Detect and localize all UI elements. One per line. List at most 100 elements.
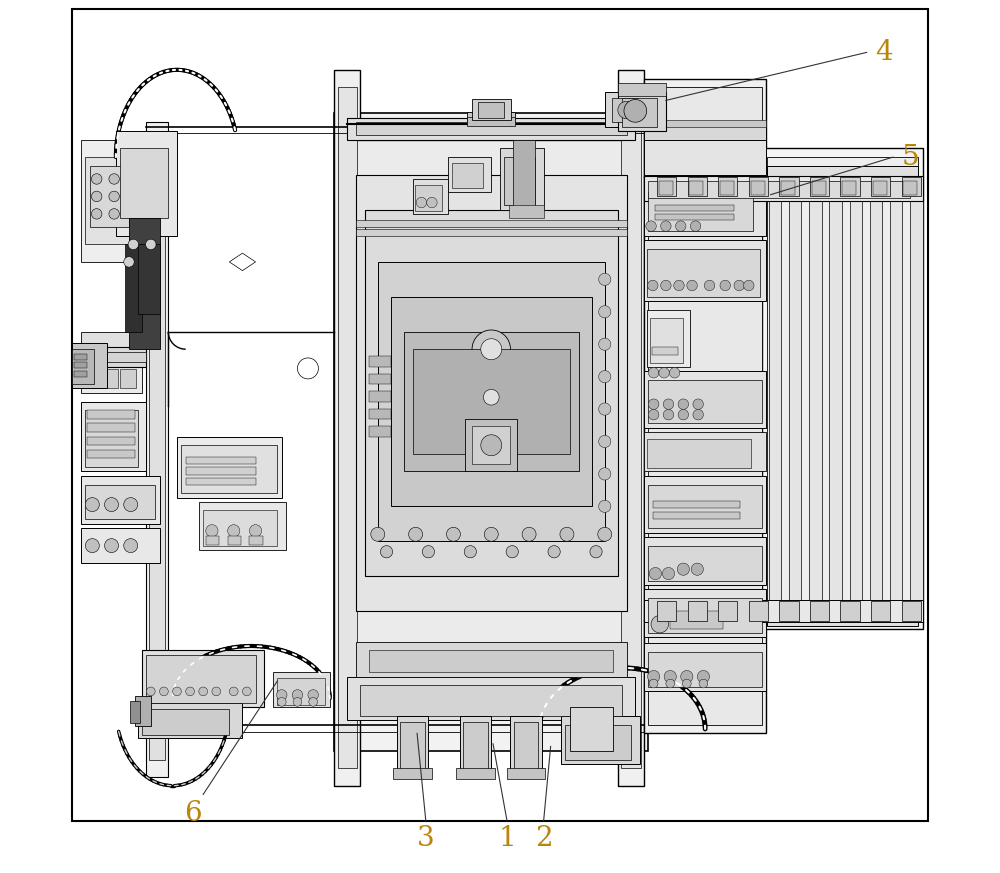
- Bar: [87, 423, 135, 432]
- Bar: [644, 476, 766, 533]
- Bar: [644, 79, 766, 733]
- Bar: [472, 426, 510, 464]
- Bar: [249, 536, 263, 545]
- Circle shape: [199, 687, 208, 696]
- Circle shape: [661, 221, 671, 231]
- Circle shape: [599, 306, 611, 318]
- Bar: [404, 332, 579, 471]
- Circle shape: [506, 546, 518, 558]
- Circle shape: [464, 546, 476, 558]
- Bar: [644, 120, 766, 127]
- Bar: [393, 768, 432, 779]
- Bar: [644, 537, 766, 585]
- Circle shape: [109, 174, 119, 184]
- Bar: [644, 176, 923, 201]
- Bar: [120, 369, 136, 388]
- Circle shape: [599, 370, 611, 382]
- Bar: [186, 478, 256, 485]
- Bar: [181, 445, 277, 493]
- Circle shape: [744, 280, 754, 291]
- Circle shape: [297, 358, 318, 379]
- Circle shape: [677, 563, 689, 575]
- Bar: [85, 157, 138, 244]
- Bar: [472, 99, 511, 120]
- Circle shape: [124, 539, 138, 553]
- Circle shape: [293, 698, 302, 706]
- Circle shape: [674, 280, 684, 291]
- Circle shape: [146, 239, 156, 250]
- Circle shape: [146, 687, 155, 696]
- Circle shape: [484, 527, 498, 541]
- Bar: [902, 177, 921, 196]
- Bar: [85, 410, 138, 467]
- Bar: [369, 426, 391, 436]
- Bar: [116, 131, 177, 236]
- Circle shape: [548, 546, 560, 558]
- Bar: [81, 140, 151, 262]
- Bar: [648, 546, 762, 581]
- Circle shape: [693, 409, 703, 420]
- Bar: [369, 374, 391, 384]
- Bar: [762, 148, 923, 629]
- Bar: [378, 262, 605, 541]
- Bar: [670, 611, 723, 629]
- Circle shape: [697, 670, 710, 683]
- Bar: [789, 188, 801, 615]
- Circle shape: [599, 500, 611, 512]
- Circle shape: [678, 409, 689, 420]
- Bar: [510, 716, 542, 773]
- Text: 4: 4: [875, 39, 893, 65]
- Circle shape: [249, 525, 262, 537]
- Bar: [356, 175, 627, 611]
- Bar: [840, 177, 860, 196]
- Bar: [467, 112, 515, 122]
- Bar: [81, 362, 142, 393]
- Circle shape: [663, 409, 674, 420]
- Circle shape: [690, 221, 701, 231]
- Bar: [87, 436, 135, 445]
- Bar: [618, 70, 644, 786]
- Bar: [622, 98, 657, 127]
- Bar: [74, 362, 87, 368]
- Bar: [228, 536, 241, 545]
- Bar: [655, 214, 734, 220]
- Bar: [648, 87, 762, 725]
- Bar: [621, 87, 641, 768]
- Bar: [81, 402, 146, 471]
- Circle shape: [309, 698, 318, 706]
- Bar: [509, 205, 544, 218]
- Bar: [644, 183, 766, 236]
- Bar: [206, 536, 219, 545]
- Circle shape: [308, 690, 318, 700]
- Circle shape: [662, 567, 675, 580]
- Circle shape: [669, 368, 680, 378]
- Bar: [653, 501, 740, 508]
- Bar: [749, 601, 768, 621]
- Circle shape: [186, 687, 194, 696]
- Bar: [688, 601, 707, 621]
- Bar: [474, 100, 509, 115]
- Circle shape: [91, 209, 102, 219]
- Bar: [910, 188, 923, 615]
- Bar: [87, 450, 135, 458]
- Bar: [720, 181, 734, 195]
- Circle shape: [472, 330, 510, 368]
- Bar: [767, 610, 918, 626]
- Bar: [103, 369, 118, 388]
- Circle shape: [380, 546, 393, 558]
- Circle shape: [664, 670, 676, 683]
- Circle shape: [416, 197, 427, 208]
- Circle shape: [659, 368, 669, 378]
- Circle shape: [691, 563, 703, 575]
- Bar: [334, 113, 648, 751]
- Bar: [74, 354, 87, 360]
- Circle shape: [173, 687, 181, 696]
- Circle shape: [699, 679, 708, 688]
- Bar: [873, 181, 887, 195]
- Bar: [142, 650, 264, 707]
- Bar: [644, 643, 766, 691]
- Circle shape: [422, 546, 435, 558]
- Circle shape: [85, 539, 99, 553]
- Bar: [810, 601, 829, 621]
- Circle shape: [648, 670, 660, 683]
